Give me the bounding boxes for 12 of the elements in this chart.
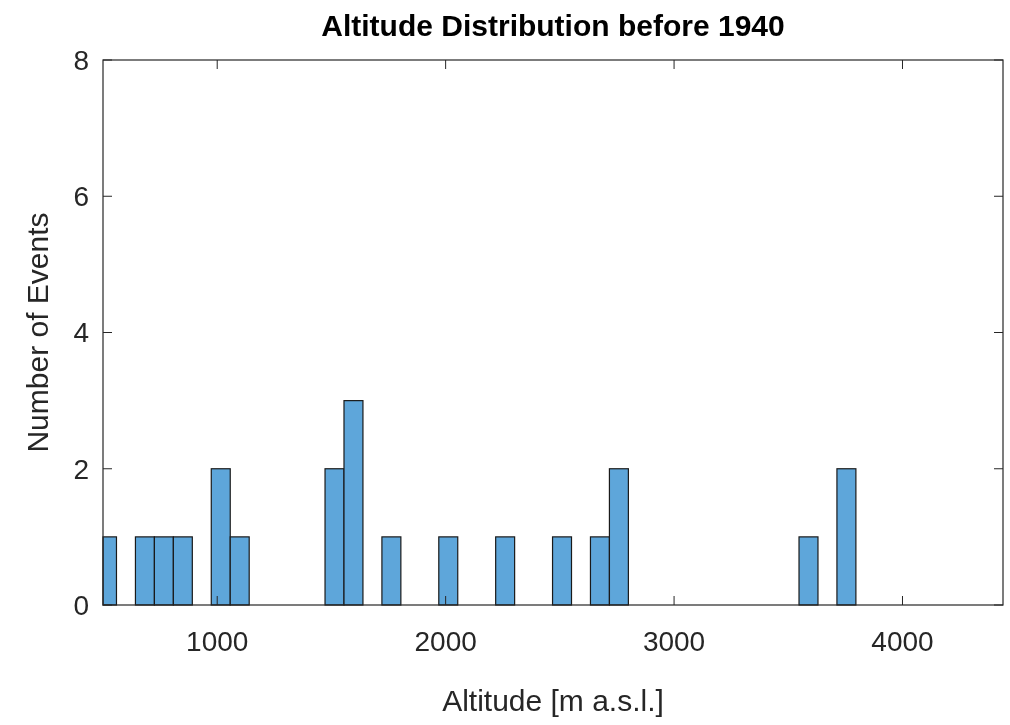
x-tick-label: 3000 xyxy=(642,626,706,657)
x-tick-label: 4000 xyxy=(871,626,934,657)
x-tick-label: 2000 xyxy=(414,626,477,657)
y-tick-label: 2 xyxy=(73,453,89,485)
y-tick-label: 6 xyxy=(73,181,89,213)
x-axis-title: Altitude [m a.s.l.] xyxy=(442,684,664,717)
x-tick-label: 1000 xyxy=(186,626,249,657)
y-tick-label: 0 xyxy=(73,589,89,621)
chart-title: Altitude Distribution before 1940 xyxy=(321,9,785,42)
y-tick-label: 4 xyxy=(73,317,89,349)
y-tick-label: 8 xyxy=(73,44,89,76)
y-axis-title: Number of Events xyxy=(21,212,54,453)
